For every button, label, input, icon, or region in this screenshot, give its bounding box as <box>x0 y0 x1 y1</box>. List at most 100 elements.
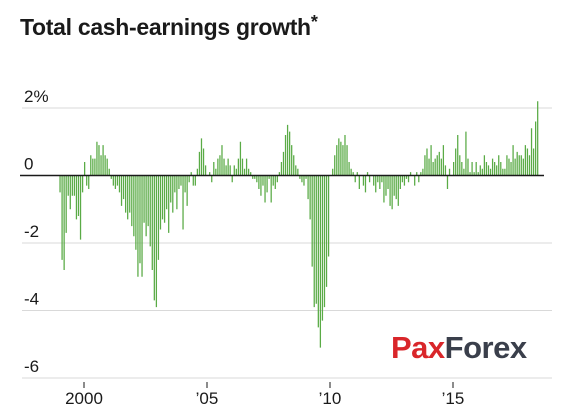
bar <box>325 175 328 287</box>
bar <box>129 175 131 213</box>
bar <box>387 175 389 189</box>
bar <box>428 158 430 176</box>
bar <box>323 175 326 308</box>
x-tick-label: ’15 <box>442 389 465 408</box>
bar <box>375 175 377 193</box>
bar <box>407 175 410 183</box>
bar <box>291 145 293 176</box>
bar <box>311 175 313 267</box>
bar <box>151 175 153 270</box>
bar <box>397 175 399 206</box>
bar <box>442 145 445 176</box>
bar <box>530 128 533 176</box>
bar <box>217 158 219 176</box>
bar <box>438 151 440 176</box>
bar <box>368 175 371 183</box>
bar <box>446 175 449 189</box>
bar <box>301 175 303 183</box>
bar <box>168 175 170 233</box>
bar <box>170 175 172 203</box>
x-tick-label: ’05 <box>196 389 219 408</box>
bar <box>139 175 141 264</box>
bar <box>248 168 250 176</box>
bar <box>494 162 496 176</box>
bar <box>186 175 188 206</box>
bar <box>252 175 254 179</box>
y-tick-label: -6 <box>24 357 39 376</box>
bar <box>278 172 281 176</box>
bar <box>147 175 149 227</box>
bar <box>122 175 125 200</box>
bar <box>286 124 289 176</box>
bar <box>225 165 227 176</box>
bar <box>114 175 117 189</box>
bar <box>86 175 88 186</box>
bar <box>112 175 114 186</box>
bar <box>535 121 537 176</box>
bar <box>342 145 344 176</box>
bar <box>120 175 123 206</box>
bar <box>235 168 237 176</box>
bar <box>264 175 266 203</box>
bar <box>473 172 475 176</box>
bar <box>106 158 108 176</box>
bar <box>79 175 82 240</box>
bar <box>471 162 473 176</box>
bar <box>157 175 160 260</box>
bar <box>196 168 199 176</box>
bar <box>135 175 137 250</box>
bar <box>98 145 100 176</box>
bar <box>81 175 84 193</box>
bar <box>178 175 180 189</box>
bar <box>332 168 334 176</box>
bar-series <box>59 101 539 348</box>
bar <box>356 172 358 176</box>
bar <box>256 175 258 183</box>
bar <box>350 168 352 176</box>
bar <box>141 175 143 277</box>
bar <box>116 175 119 186</box>
bar <box>373 175 375 186</box>
bar <box>268 175 270 179</box>
bar <box>166 175 168 210</box>
bar <box>215 168 217 176</box>
bar <box>426 148 428 176</box>
bar <box>200 138 203 176</box>
bar <box>274 175 276 189</box>
bar <box>194 175 196 186</box>
bar <box>522 158 524 176</box>
bar <box>459 155 461 176</box>
bar <box>455 148 457 176</box>
bar <box>496 165 498 176</box>
bar <box>485 162 488 176</box>
bar <box>317 175 319 328</box>
bar <box>461 162 463 176</box>
bar <box>303 175 305 186</box>
bar <box>508 158 510 176</box>
bar <box>282 151 285 176</box>
y-axis-ticks: 2% 0 -2 -4 -6 <box>24 87 49 376</box>
bar <box>432 162 434 176</box>
bar <box>231 175 233 183</box>
bar <box>528 155 531 176</box>
bar <box>237 158 240 176</box>
bar <box>202 148 205 176</box>
bar <box>180 175 182 186</box>
bar <box>313 175 315 308</box>
bar <box>532 148 535 176</box>
bar <box>172 175 174 213</box>
bar <box>90 155 92 176</box>
bar <box>444 165 447 176</box>
bar <box>516 151 518 176</box>
title-footnote-mark: * <box>310 12 318 32</box>
bar <box>327 175 330 257</box>
bar <box>489 168 492 176</box>
bar <box>440 158 442 176</box>
bar <box>276 175 278 183</box>
bar <box>71 175 73 196</box>
bar <box>309 175 311 220</box>
bar <box>272 175 274 186</box>
bar <box>383 175 385 203</box>
bar <box>467 158 469 176</box>
bar <box>254 175 256 179</box>
